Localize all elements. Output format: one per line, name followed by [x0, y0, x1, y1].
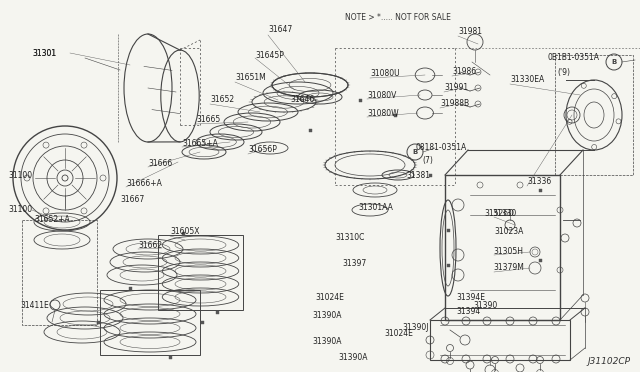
Text: 31645P: 31645P — [255, 51, 284, 60]
Text: 31665+A: 31665+A — [182, 138, 218, 148]
Text: 31646: 31646 — [290, 96, 314, 105]
Text: 31986: 31986 — [452, 67, 476, 77]
Text: 31665: 31665 — [196, 115, 220, 125]
Bar — [129, 286, 131, 289]
Text: 31301: 31301 — [32, 48, 56, 58]
Text: 31330: 31330 — [492, 208, 516, 218]
Text: 31988B: 31988B — [440, 99, 469, 109]
Bar — [447, 263, 449, 266]
Text: 31023A: 31023A — [494, 228, 524, 237]
Text: 31991: 31991 — [444, 83, 468, 93]
Text: NOTE > *..... NOT FOR SALE: NOTE > *..... NOT FOR SALE — [345, 13, 451, 22]
Text: 31662: 31662 — [138, 241, 162, 250]
Text: (7): (7) — [422, 155, 433, 164]
Text: 08181-0351A: 08181-0351A — [416, 142, 467, 151]
Text: B: B — [412, 149, 418, 155]
Text: 31336: 31336 — [527, 177, 551, 186]
Bar — [168, 356, 172, 359]
Text: 31381: 31381 — [406, 170, 430, 180]
Bar — [100, 290, 200, 355]
Text: 31667: 31667 — [120, 196, 144, 205]
Text: 31411E: 31411E — [20, 301, 49, 310]
Text: 31379M: 31379M — [493, 263, 524, 273]
Text: 31024E: 31024E — [315, 294, 344, 302]
Bar — [308, 128, 312, 131]
Bar — [97, 321, 99, 324]
Text: 31330EA: 31330EA — [510, 76, 544, 84]
Text: 31981: 31981 — [458, 28, 482, 36]
Bar — [445, 175, 560, 320]
Bar — [22, 220, 97, 325]
Text: ('9): ('9) — [557, 67, 570, 77]
Bar — [447, 228, 449, 231]
Bar — [430, 320, 570, 360]
Bar — [358, 99, 362, 102]
Text: 31390J: 31390J — [402, 324, 429, 333]
Text: 31301: 31301 — [32, 48, 56, 58]
Text: B: B — [611, 59, 616, 65]
Text: 31656P: 31656P — [248, 145, 277, 154]
Bar — [538, 259, 541, 262]
Text: 31666: 31666 — [148, 158, 172, 167]
Text: 31666+A: 31666+A — [126, 179, 162, 187]
Text: J31102CP: J31102CP — [587, 357, 630, 366]
Text: 31100: 31100 — [8, 205, 32, 215]
Bar — [429, 173, 431, 176]
Text: 31526D: 31526D — [484, 208, 514, 218]
Text: 31024E: 31024E — [384, 330, 413, 339]
Text: 31310C: 31310C — [335, 232, 364, 241]
Text: 31080V: 31080V — [367, 90, 396, 99]
Text: 31394E: 31394E — [456, 294, 485, 302]
Text: 31305H: 31305H — [493, 247, 523, 257]
Bar — [158, 235, 243, 310]
Text: 31080U: 31080U — [370, 70, 399, 78]
Text: 31301AA: 31301AA — [358, 202, 393, 212]
Bar — [555, 55, 633, 175]
Text: 31605X: 31605X — [170, 228, 200, 237]
Bar — [394, 113, 397, 116]
Text: 31100: 31100 — [8, 170, 32, 180]
Bar — [538, 189, 541, 192]
Text: 31647: 31647 — [268, 26, 292, 35]
Bar — [200, 321, 204, 324]
Text: 31390A: 31390A — [312, 311, 342, 321]
Bar — [216, 311, 219, 314]
Text: 31390A: 31390A — [312, 337, 342, 346]
Text: 31397: 31397 — [342, 259, 366, 267]
Text: 31080W: 31080W — [367, 109, 399, 118]
Text: 31390: 31390 — [473, 301, 497, 310]
Text: 0B1B1-0351A: 0B1B1-0351A — [548, 52, 600, 61]
Text: 31651M: 31651M — [235, 74, 266, 83]
Text: 31394: 31394 — [456, 308, 480, 317]
Text: 31652: 31652 — [210, 96, 234, 105]
Text: 31390A: 31390A — [338, 353, 367, 362]
Text: 31652+A: 31652+A — [34, 215, 70, 224]
Bar — [182, 231, 185, 234]
